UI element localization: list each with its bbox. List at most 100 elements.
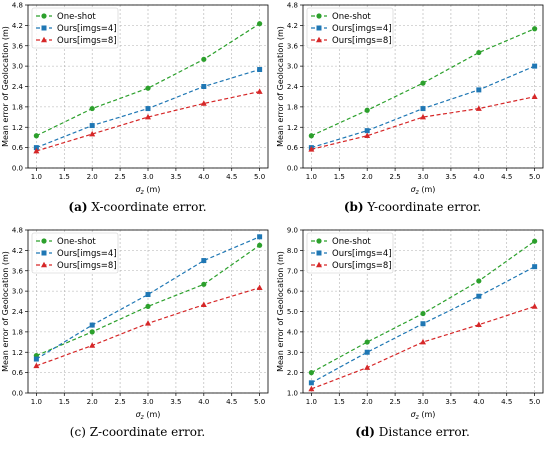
x-tick-label: 1.0 (31, 398, 42, 406)
x-tick-label: 3.0 (142, 398, 153, 406)
legend-marker (41, 13, 47, 19)
x-tick-label: 4.0 (198, 398, 209, 406)
legend-label: Ours[imgs=4] (332, 249, 392, 259)
y-tick-label: 0.6 (12, 144, 24, 152)
x-tick-label: 5.0 (254, 173, 265, 181)
y-tick-label: 1.8 (12, 103, 23, 111)
y-tick-label: 1.8 (287, 103, 298, 111)
legend-marker (316, 13, 322, 19)
data-point (420, 310, 426, 317)
data-point (89, 123, 95, 129)
x-tick-label: 4.0 (473, 398, 484, 406)
legend-box (31, 232, 119, 274)
data-point (201, 84, 207, 89)
x-axis-label: σz (m) (136, 410, 161, 421)
x-tick-label: 4.5 (501, 398, 512, 406)
chart-panel-y: 1.0 1.5 2.0 2.5 3.0 3.5 4.0 4.5 5.0 0.0 0.6 1.2 1.8 2… (275, 0, 550, 225)
caption-distance: (d) Distance error. (275, 425, 550, 439)
data-point (532, 63, 538, 69)
data-point (89, 342, 96, 348)
x-axis-label: σz (m) (411, 410, 436, 421)
data-point (308, 146, 315, 152)
data-point (257, 242, 263, 248)
x-axis-label: σz (m) (411, 185, 436, 196)
y-tick-label: 4.2 (12, 247, 23, 255)
data-point (532, 264, 538, 270)
series-1 (308, 238, 538, 376)
data-point (420, 321, 426, 327)
y-tick-label: 3.0 (12, 288, 23, 296)
data-point (420, 106, 426, 112)
data-point (532, 26, 538, 32)
x-tick-label: 2.5 (390, 398, 401, 406)
y-tick-label: 9.0 (287, 227, 298, 235)
data-point (308, 380, 314, 386)
y-tick-label: 7.0 (287, 267, 298, 275)
caption-y: (b) Y-coordinate error. (275, 200, 550, 214)
data-point (33, 362, 40, 369)
y-tick-label: 4.8 (12, 227, 23, 235)
chart-panel-z: 1.0 1.5 2.0 2.5 3.0 3.5 4.0 4.5 5.0 0.0 0.6 1.2 1.8 2… (0, 225, 275, 450)
data-point (308, 370, 314, 376)
caption-distance-text: Distance error. (378, 425, 470, 439)
data-point (364, 364, 371, 370)
legend-marker (41, 36, 47, 43)
legend-label: One-shot (332, 12, 371, 22)
data-point (476, 49, 482, 56)
data-point (145, 303, 151, 310)
data-point (200, 301, 207, 308)
x-tick-label: 3.5 (445, 173, 456, 181)
data-point (532, 238, 538, 244)
data-point (145, 106, 151, 112)
legend-label: One-shot (57, 237, 96, 247)
y-tick-label: 0.6 (12, 369, 24, 377)
legend: One-shot Ours[imgs=4] Ours[imgs=8] (306, 7, 394, 49)
data-point (420, 113, 426, 120)
legend-label: Ours[imgs=8] (57, 36, 117, 46)
x-tick-label: 4.0 (473, 173, 484, 181)
legend-marker (316, 238, 322, 244)
y-tick-label: 0.6 (287, 144, 299, 152)
legend-box (306, 232, 394, 274)
x-tick-label: 1.5 (334, 173, 345, 181)
data-point (256, 88, 263, 94)
x-tick-label: 1.5 (59, 398, 70, 406)
series-3 (308, 303, 538, 392)
chart-svg-x: 1.0 1.5 2.0 2.5 3.0 3.5 4.0 4.5 5.0 0.0 0.6 1.2 1.8 2… (1, 2, 269, 196)
x-axis-label: σz (m) (136, 185, 161, 196)
y-tick-label: 4.2 (287, 22, 298, 30)
y-tick-label: 3.6 (12, 267, 24, 275)
series-line (36, 23, 260, 137)
y-tick-label: 1.0 (287, 390, 298, 398)
x-tick-label: 5.0 (254, 398, 265, 406)
y-axis-label: Mean error of Geolocation (m) (1, 251, 10, 372)
series-2 (33, 67, 263, 151)
x-tick-label: 2.0 (87, 173, 98, 181)
y-tick-label: 1.2 (287, 124, 298, 132)
caption-distance-prefix: (d) (355, 425, 375, 439)
series-line (311, 96, 535, 150)
series-2 (308, 264, 538, 386)
y-tick-label: 3.6 (287, 42, 299, 50)
data-point (531, 303, 538, 309)
x-tick-label: 1.0 (306, 173, 317, 181)
x-tick-label: 2.0 (362, 173, 373, 181)
y-axis-label: Mean error of Geolocation (m) (1, 26, 10, 147)
data-point (89, 105, 95, 112)
series-1 (308, 26, 538, 139)
legend-label: Ours[imgs=8] (332, 36, 392, 46)
caption-y-text: Y-coordinate error. (367, 200, 482, 214)
legend-box (306, 7, 394, 49)
x-tick-label: 2.0 (362, 398, 373, 406)
chart-panel-x: 1.0 1.5 2.0 2.5 3.0 3.5 4.0 4.5 5.0 0.0 0.6 1.2 1.8 2… (0, 0, 275, 225)
legend-marker (41, 250, 47, 256)
legend: One-shot Ours[imgs=4] Ours[imgs=8] (306, 232, 394, 274)
legend-marker (41, 238, 47, 244)
x-tick-label: 3.5 (170, 173, 181, 181)
chart-svg-z: 1.0 1.5 2.0 2.5 3.0 3.5 4.0 4.5 5.0 0.0 0.6 1.2 1.8 2… (1, 227, 269, 421)
series-2 (33, 234, 263, 362)
y-tick-label: 3.0 (287, 63, 298, 71)
data-point (420, 80, 426, 86)
caption-x-prefix: (a) (68, 200, 88, 214)
data-point (475, 321, 482, 328)
